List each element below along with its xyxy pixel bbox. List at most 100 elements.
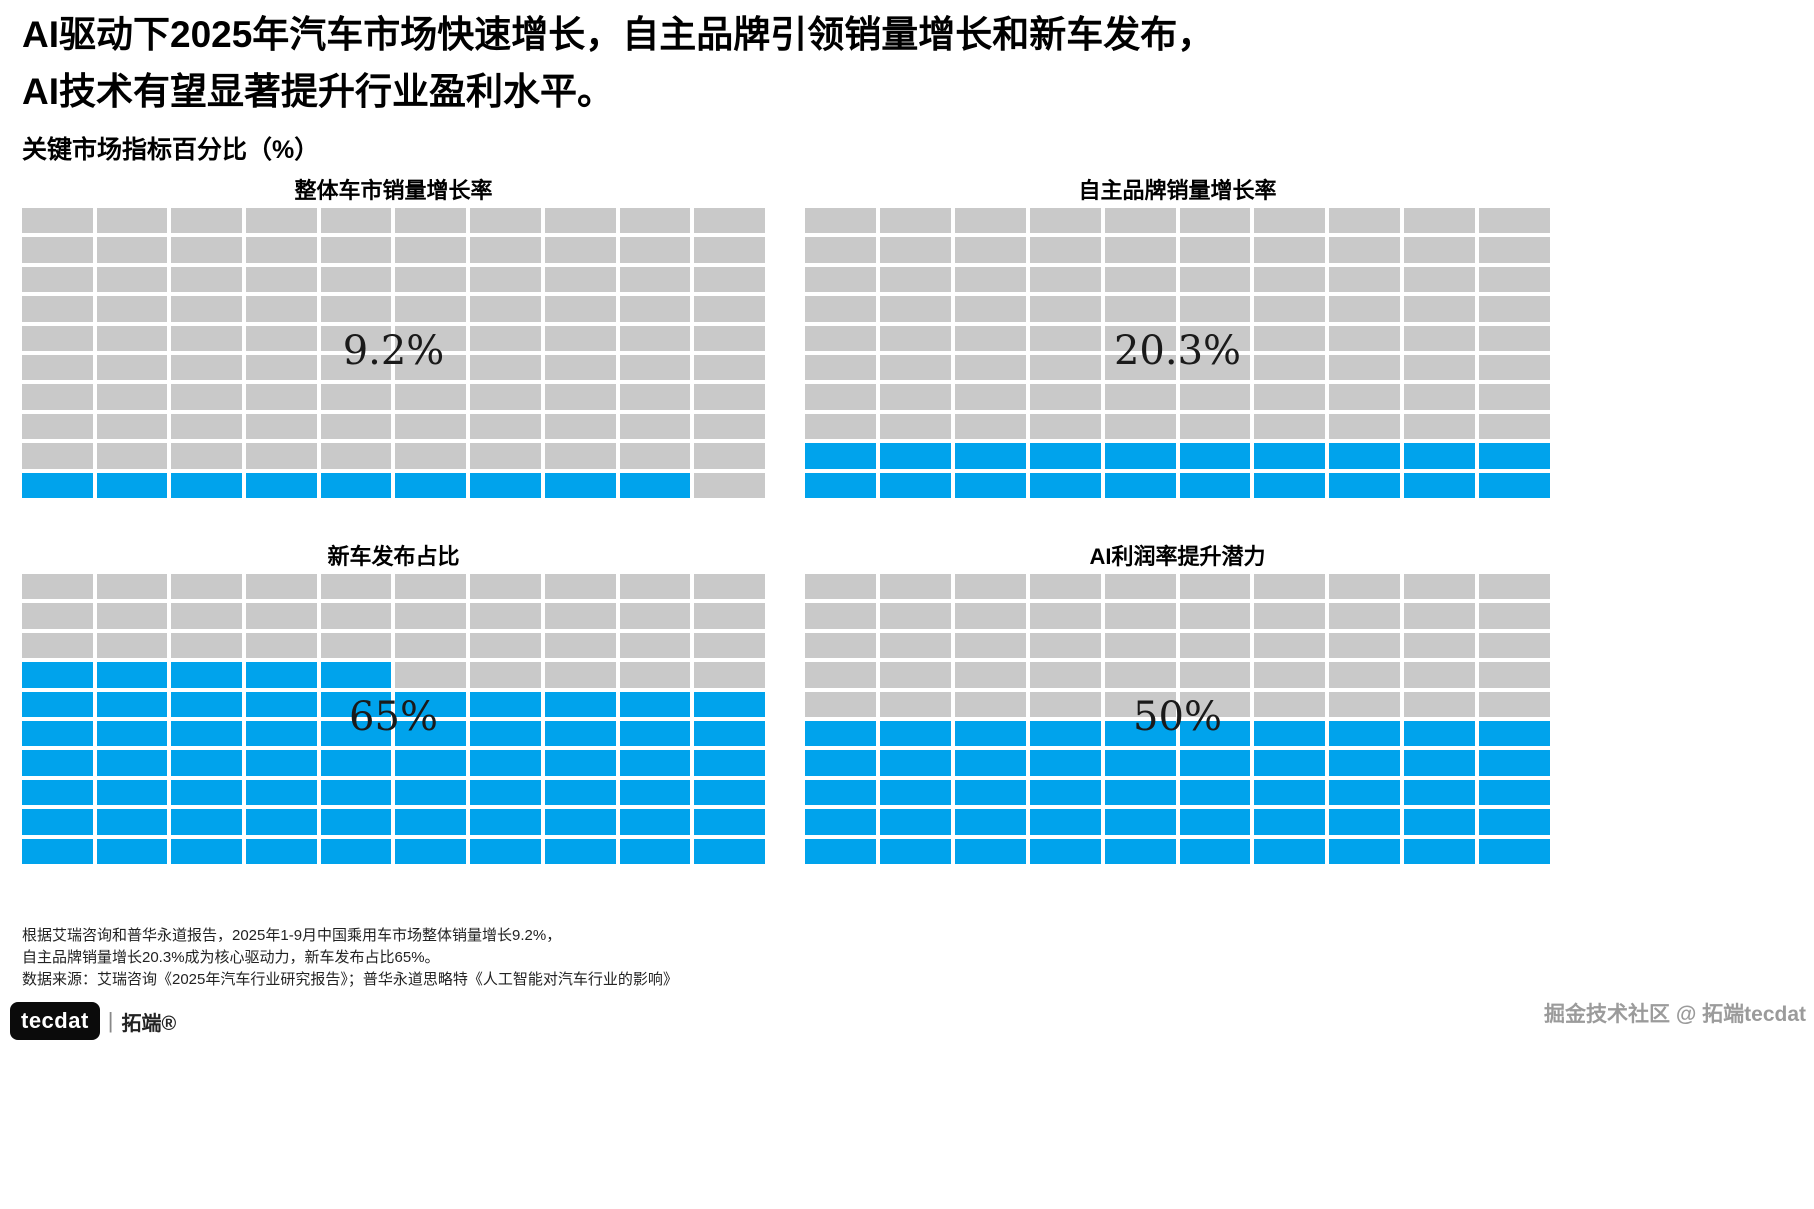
- waffle-cell-filled: [246, 720, 317, 747]
- waffle-cell-filled: [619, 838, 691, 864]
- waffle-cell-empty: [1404, 266, 1476, 293]
- waffle-cell-filled: [1254, 720, 1326, 747]
- waffle-cell-empty: [22, 384, 93, 410]
- waffle-cell-empty: [22, 237, 93, 263]
- waffle-cell-empty: [954, 237, 1026, 263]
- waffle-cell-empty: [1029, 691, 1101, 717]
- waffle-cell-empty: [1104, 296, 1176, 322]
- waffle-cell-empty: [96, 354, 168, 381]
- waffle-cell-empty: [1479, 354, 1550, 381]
- waffle-cell-empty: [1029, 296, 1101, 322]
- waffle-cell-empty: [22, 266, 93, 293]
- waffle-cell-filled: [171, 662, 243, 688]
- waffle-cell-filled: [1179, 750, 1251, 776]
- waffle-cell-empty: [1404, 325, 1476, 351]
- waffle-cell-empty: [246, 266, 317, 293]
- waffle-cell-empty: [954, 325, 1026, 351]
- waffle-cell-filled: [879, 443, 951, 469]
- waffle-cell-empty: [619, 413, 691, 440]
- logo-badge: tecdat: [10, 1002, 100, 1040]
- waffle-cell-filled: [246, 472, 317, 498]
- chart-subtitle: 关键市场指标百分比（%）: [22, 136, 320, 164]
- waffle-cell-empty: [96, 208, 168, 234]
- waffle-cell-empty: [96, 632, 168, 659]
- waffle-cell-filled: [1104, 838, 1176, 864]
- waffle-cell-filled: [1029, 750, 1101, 776]
- waffle-cell-empty: [619, 574, 691, 600]
- waffle-cell-empty: [1404, 237, 1476, 263]
- waffle-cell-filled: [954, 838, 1026, 864]
- waffle-cell-filled: [1329, 809, 1401, 835]
- waffle-cell-filled: [1029, 472, 1101, 498]
- waffle-cell-empty: [470, 384, 541, 410]
- waffle-cell-empty: [544, 325, 616, 351]
- waffle-cell-empty: [246, 443, 317, 469]
- waffle-cell-empty: [96, 574, 168, 600]
- waffle-cell-empty: [805, 325, 876, 351]
- waffle-cell-empty: [1479, 237, 1550, 263]
- waffle-cell-empty: [246, 354, 317, 381]
- waffle-cell-empty: [805, 384, 876, 410]
- waffle-cell-filled: [1479, 838, 1550, 864]
- waffle-cell-empty: [694, 472, 765, 498]
- waffle-cell-empty: [805, 266, 876, 293]
- waffle-cell-empty: [1179, 603, 1251, 629]
- waffle-cell-filled: [171, 472, 243, 498]
- waffle-cell-empty: [805, 354, 876, 381]
- waffle-cell-empty: [619, 325, 691, 351]
- waffle-cell-empty: [96, 325, 168, 351]
- tecdat-logo: tecdat | 拓端®: [10, 1002, 176, 1040]
- waffle-cell-filled: [96, 691, 168, 717]
- waffle-cell-empty: [171, 354, 243, 381]
- waffle-cell-filled: [246, 838, 317, 864]
- waffle-cell-filled: [1329, 472, 1401, 498]
- waffle-cell-filled: [1254, 809, 1326, 835]
- waffle-panels: 整体车市销量增长率 9.2% 自主品牌销量增长率 20.3% 新车发布占比 65…: [22, 178, 1550, 864]
- waffle-cell-empty: [96, 603, 168, 629]
- waffle-cell-filled: [96, 472, 168, 498]
- waffle-cell-empty: [805, 413, 876, 440]
- waffle-cell-filled: [1104, 443, 1176, 469]
- waffle-cell-filled: [619, 750, 691, 776]
- waffle-cell-filled: [1479, 809, 1550, 835]
- waffle-cell-filled: [1104, 809, 1176, 835]
- footer-notes: 根据艾瑞咨询和普华永道报告，2025年1-9月中国乘用车市场整体销量增长9.2%…: [22, 925, 678, 991]
- waffle-cell-filled: [246, 750, 317, 776]
- waffle-cell-filled: [171, 779, 243, 806]
- waffle-cell-filled: [395, 750, 467, 776]
- waffle-cell-filled: [805, 443, 876, 469]
- waffle-cell-empty: [1254, 208, 1326, 234]
- waffle-cell-empty: [879, 237, 951, 263]
- logo-suffix: 拓端®: [121, 1012, 177, 1035]
- waffle-cell-empty: [1329, 691, 1401, 717]
- waffle-cell-empty: [1179, 574, 1251, 600]
- waffle-cell-empty: [694, 325, 765, 351]
- waffle-cell-empty: [246, 413, 317, 440]
- waffle-cell-empty: [954, 632, 1026, 659]
- waffle-cell-empty: [470, 208, 541, 234]
- waffle-cell-empty: [1254, 296, 1326, 322]
- waffle-cell-empty: [1479, 662, 1550, 688]
- waffle-cell-empty: [1104, 691, 1176, 717]
- waffle-cell-empty: [1254, 662, 1326, 688]
- page-title-line-2: AI技术有望显著提升行业盈利水平。: [22, 71, 614, 112]
- waffle-cell-empty: [1179, 354, 1251, 381]
- waffle-cell-empty: [694, 237, 765, 263]
- waffle-cell-empty: [544, 208, 616, 234]
- waffle-cell-empty: [1329, 384, 1401, 410]
- waffle-cell-empty: [1404, 603, 1476, 629]
- waffle-cell-empty: [395, 237, 467, 263]
- waffle-cell-filled: [805, 472, 876, 498]
- waffle-cell-empty: [954, 574, 1026, 600]
- waffle-cell-filled: [1104, 720, 1176, 747]
- waffle-cell-filled: [1029, 443, 1101, 469]
- waffle-cell-empty: [694, 296, 765, 322]
- waffle-panel-domestic-brand-growth: 自主品牌销量增长率 20.3%: [805, 178, 1550, 498]
- waffle-cell-empty: [1479, 296, 1550, 322]
- waffle-cell-filled: [470, 472, 541, 498]
- waffle-cell-empty: [320, 354, 392, 381]
- waffle-cell-empty: [1029, 603, 1101, 629]
- waffle-cell-empty: [246, 384, 317, 410]
- waffle-cell-filled: [1404, 472, 1476, 498]
- waffle-cell-filled: [395, 691, 467, 717]
